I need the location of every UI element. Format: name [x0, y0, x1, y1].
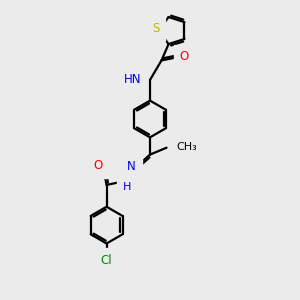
Text: Cl: Cl — [101, 254, 112, 267]
Text: HN: HN — [124, 74, 141, 86]
Text: CH₃: CH₃ — [176, 142, 197, 152]
Text: N: N — [127, 160, 136, 172]
Text: S: S — [152, 22, 160, 35]
Text: O: O — [179, 50, 188, 64]
Text: O: O — [94, 159, 103, 172]
Text: H: H — [122, 182, 131, 191]
